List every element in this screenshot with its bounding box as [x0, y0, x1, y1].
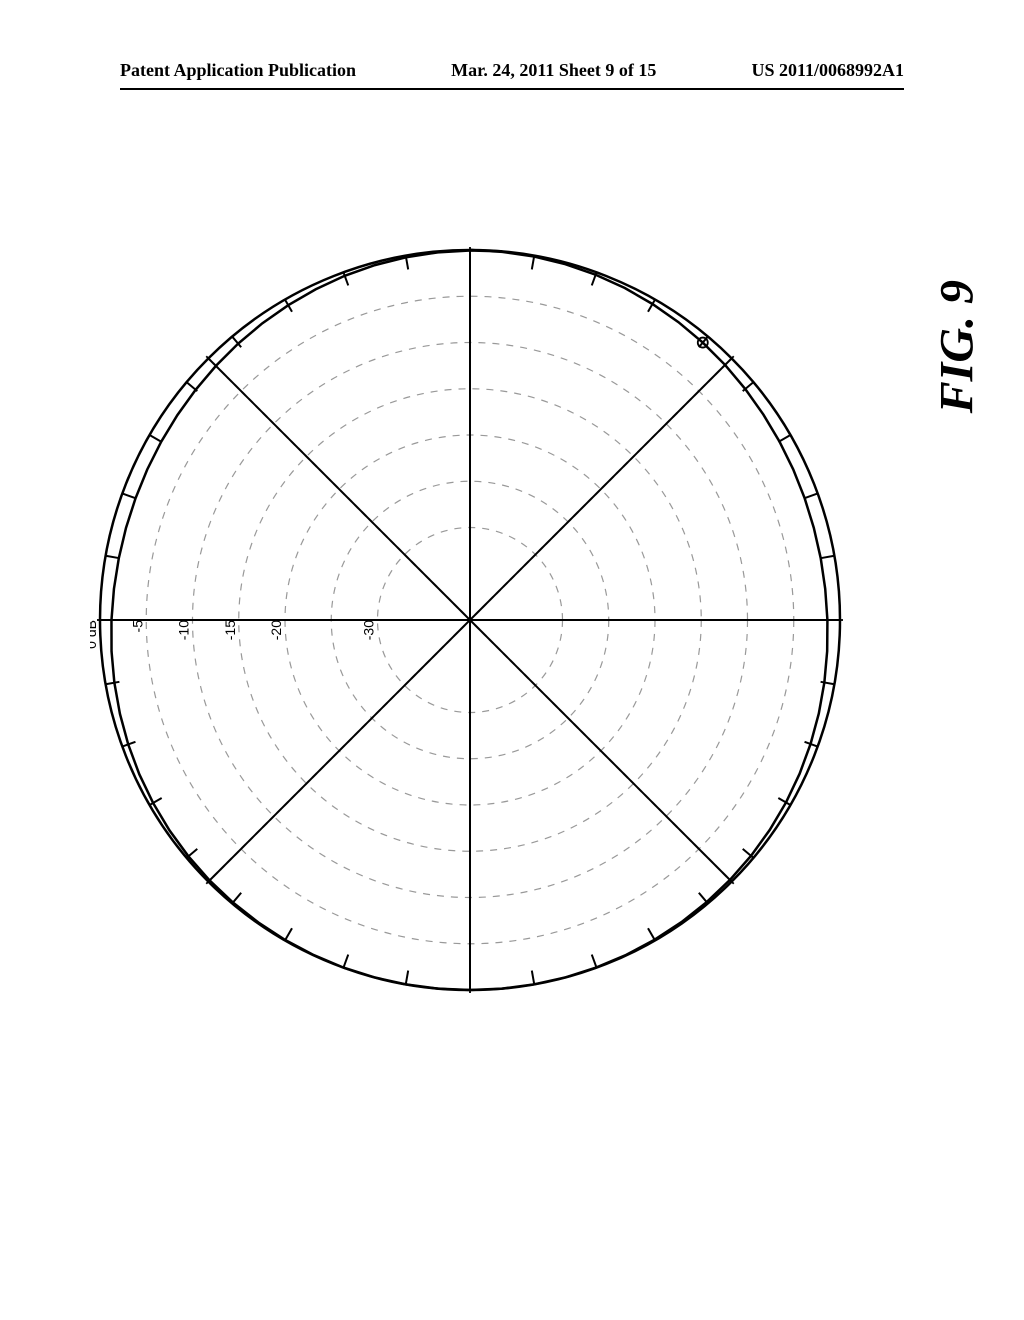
header-left: Patent Application Publication — [120, 60, 356, 81]
polar-chart: 0 dB -5 -10 -15 -20 -30 — [90, 240, 850, 1000]
figure-label: FIG. 9 — [929, 280, 984, 413]
header-right: US 2011/0068992A1 — [751, 60, 904, 81]
svg-text:-20: -20 — [268, 620, 284, 640]
page-header: Patent Application Publication Mar. 24, … — [0, 60, 1024, 81]
svg-text:-5: -5 — [129, 620, 145, 633]
svg-text:0 dB: 0 dB — [90, 620, 99, 649]
svg-text:-10: -10 — [176, 620, 192, 640]
header-center: Mar. 24, 2011 Sheet 9 of 15 — [451, 60, 656, 81]
header-rule — [120, 88, 904, 90]
svg-text:-15: -15 — [222, 620, 238, 640]
svg-text:-30: -30 — [361, 620, 377, 640]
